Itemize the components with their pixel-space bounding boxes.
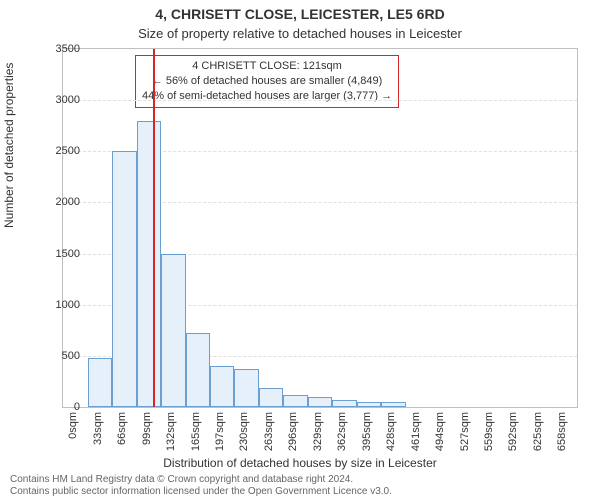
x-tick-label: 527sqm (459, 412, 471, 460)
property-marker-line (153, 49, 155, 407)
histogram-bar (283, 395, 308, 407)
histogram-bar (161, 254, 186, 407)
plot-area: 4 CHRISETT CLOSE: 121sqm ← 56% of detach… (62, 48, 578, 408)
y-tick-label: 500 (44, 350, 80, 362)
histogram-bar (357, 402, 382, 407)
histogram-bar (234, 369, 259, 407)
x-tick-label: 165sqm (190, 412, 202, 460)
annotation-line1: 4 CHRISETT CLOSE: 121sqm (142, 59, 392, 74)
x-tick-label: 33sqm (92, 412, 104, 460)
footer-line2: Contains public sector information licen… (10, 486, 590, 498)
histogram-bar (112, 151, 137, 407)
histogram-bar (88, 358, 113, 407)
x-tick-label: 625sqm (532, 412, 544, 460)
y-tick-label: 1500 (44, 248, 80, 260)
y-tick-label: 3500 (44, 43, 80, 55)
histogram-bar (210, 366, 235, 407)
gridline (63, 100, 577, 101)
footer-line1: Contains HM Land Registry data © Crown c… (10, 474, 590, 486)
x-tick-label: 66sqm (116, 412, 128, 460)
x-tick-label: 230sqm (238, 412, 250, 460)
x-tick-label: 132sqm (165, 412, 177, 460)
histogram-bar (308, 397, 333, 407)
x-tick-label: 461sqm (410, 412, 422, 460)
annotation-line2: ← 56% of detached houses are smaller (4,… (142, 74, 392, 89)
y-tick-label: 2000 (44, 196, 80, 208)
x-tick-label: 494sqm (434, 412, 446, 460)
x-tick-label: 559sqm (483, 412, 495, 460)
x-tick-label: 0sqm (67, 412, 79, 460)
histogram-bar (137, 121, 162, 407)
property-size-chart: 4, CHRISETT CLOSE, LEICESTER, LE5 6RD Si… (0, 0, 600, 500)
histogram-bar (186, 333, 211, 407)
x-tick-label: 296sqm (287, 412, 299, 460)
histogram-bar (332, 400, 357, 407)
chart-footer: Contains HM Land Registry data © Crown c… (10, 474, 590, 498)
x-tick-label: 99sqm (141, 412, 153, 460)
x-tick-label: 263sqm (263, 412, 275, 460)
x-tick-label: 592sqm (507, 412, 519, 460)
x-tick-label: 395sqm (361, 412, 373, 460)
y-tick-label: 1000 (44, 299, 80, 311)
x-tick-label: 658sqm (556, 412, 568, 460)
y-axis-label: Number of detached properties (2, 63, 16, 228)
chart-title-address: 4, CHRISETT CLOSE, LEICESTER, LE5 6RD (0, 6, 600, 22)
y-tick-label: 2500 (44, 145, 80, 157)
histogram-bar (259, 388, 284, 407)
y-tick-label: 3000 (44, 94, 80, 106)
x-tick-label: 329sqm (312, 412, 324, 460)
annotation-line3: 44% of semi-detached houses are larger (… (142, 89, 392, 104)
chart-subtitle: Size of property relative to detached ho… (0, 26, 600, 41)
histogram-bar (381, 402, 406, 407)
x-tick-label: 197sqm (214, 412, 226, 460)
x-tick-label: 362sqm (336, 412, 348, 460)
x-tick-label: 428sqm (385, 412, 397, 460)
